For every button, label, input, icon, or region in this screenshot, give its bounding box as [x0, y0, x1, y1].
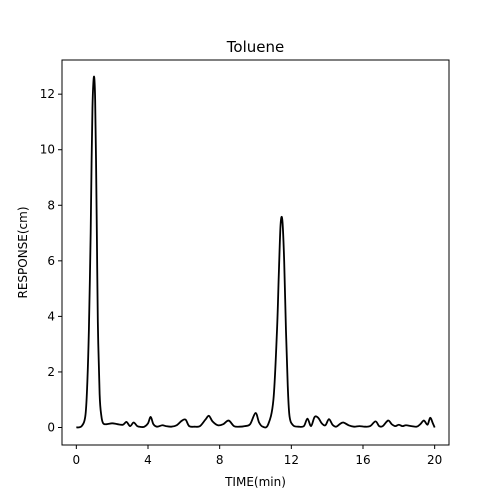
y-tick-label: 2	[47, 365, 55, 379]
x-tick-label: 16	[355, 453, 370, 467]
chart-title: Toluene	[226, 38, 284, 56]
y-tick-label: 8	[47, 198, 55, 212]
y-tick-label: 4	[47, 309, 55, 323]
x-tick-label: 0	[73, 453, 81, 467]
y-tick-label: 10	[40, 143, 55, 157]
y-axis-label: RESPONSE(cm)	[16, 206, 30, 298]
y-tick-label: 6	[47, 254, 55, 268]
y-axis-ticks: 0 2 4 6 8 10 12	[40, 87, 62, 434]
x-tick-label: 20	[427, 453, 442, 467]
plot-area	[62, 60, 449, 445]
x-axis-label: TIME(min)	[224, 475, 286, 489]
y-tick-label: 0	[47, 421, 55, 435]
x-tick-label: 12	[284, 453, 299, 467]
x-axis-ticks: 0 4 8 12 16 20	[73, 445, 443, 467]
x-tick-label: 8	[216, 453, 224, 467]
x-tick-label: 4	[144, 453, 152, 467]
y-tick-label: 12	[40, 87, 55, 101]
